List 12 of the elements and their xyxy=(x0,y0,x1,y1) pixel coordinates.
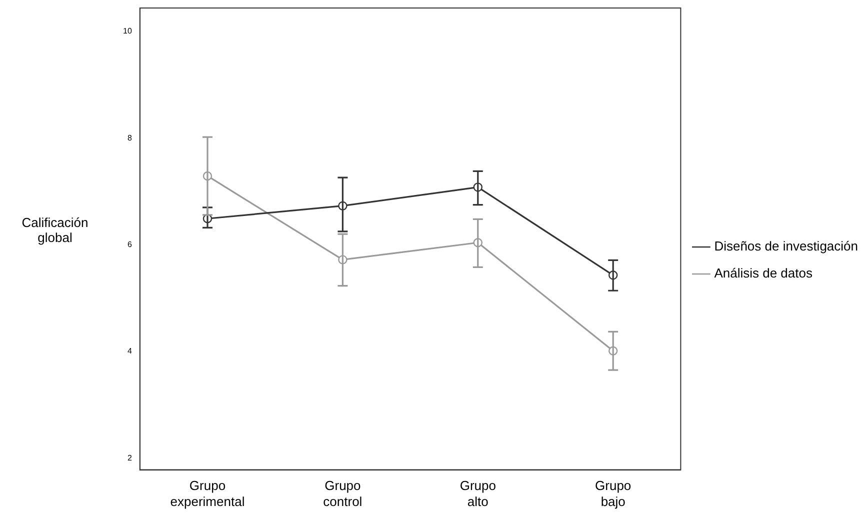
y-axis-title: Calificación global xyxy=(20,215,90,245)
y-tick-label: 8 xyxy=(127,133,132,142)
y-tick-label: 4 xyxy=(127,346,132,356)
x-tick-label: Grupo bajo xyxy=(595,478,632,509)
x-tick-label: Grupo experimental xyxy=(170,478,245,509)
legend-label: Diseños de investigación xyxy=(714,238,858,254)
y-tick-label: 2 xyxy=(127,453,132,462)
legend-label: Análisis de datos xyxy=(714,266,813,281)
x-tick-label: Grupo alto xyxy=(460,478,496,509)
y-tick-label: 10 xyxy=(122,26,132,36)
y-tick-label: 6 xyxy=(127,240,132,249)
x-tick-label: Grupo control xyxy=(323,478,362,509)
